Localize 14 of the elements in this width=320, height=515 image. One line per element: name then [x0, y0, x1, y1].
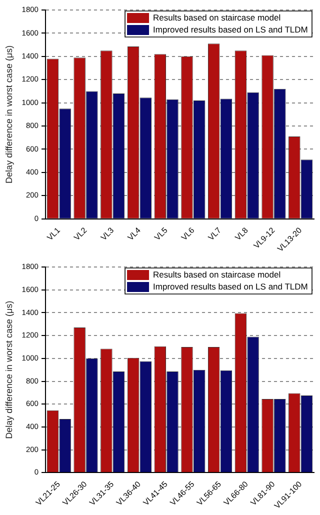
x-tick-label: VL8 — [233, 225, 250, 242]
x-tick-label: VL2 — [72, 225, 90, 242]
legend-label: Improved results based on LS and TLDM — [153, 24, 308, 34]
x-tick-label: VL6 — [180, 225, 197, 242]
legend-label: Results based on staircase model — [153, 269, 281, 280]
y-axis-title: Delay difference in worst case (μs) — [4, 300, 14, 439]
x-tick-label: VL4 — [126, 225, 143, 242]
x-tick-label: VL1 — [45, 225, 62, 242]
y-axis-title: Delay difference in worst case (μs) — [4, 45, 14, 184]
x-tick-label: VL7 — [206, 225, 224, 242]
x-tick-label: VL3 — [99, 225, 116, 242]
x-tick-label: VL5 — [152, 225, 170, 242]
legend-label: Improved results based on LS and TLDM — [153, 281, 308, 292]
legend-label: Results based on staircase model — [153, 12, 281, 22]
